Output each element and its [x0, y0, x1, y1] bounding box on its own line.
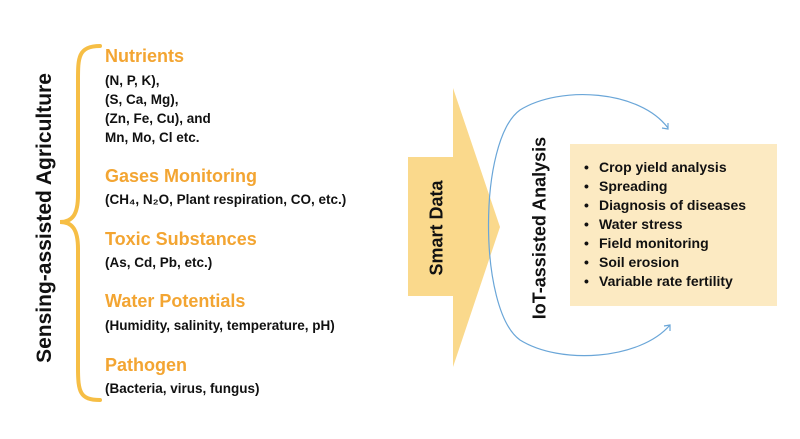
- category-heading-water: Water Potentials: [105, 291, 246, 311]
- arrowhead-bottom-icon: [663, 324, 671, 331]
- iot-analysis-title: IoT-assisted Analysis: [529, 136, 550, 320]
- category-detail: (As, Cd, Pb, etc.): [105, 255, 213, 270]
- analysis-list: • Crop yield analysis • Spreading • Diagnos…: [584, 158, 746, 291]
- bullet-icon: •: [584, 159, 589, 175]
- list-item-label: Field monitoring: [599, 235, 709, 251]
- list-item-label: Crop yield analysis: [599, 159, 727, 175]
- category-detail: (CH₄, N₂O, Plant respiration, CO, etc.): [105, 192, 347, 207]
- category-detail: (N, P, K),: [105, 73, 160, 88]
- list-item-label: Spreading: [599, 178, 668, 194]
- analysis-box: • Crop yield analysis • Spreading • Diagnos…: [570, 144, 777, 306]
- category-heading-gases: Gases Monitoring: [105, 166, 258, 186]
- bullet-icon: •: [584, 216, 589, 232]
- list-item: • Water stress: [584, 215, 746, 234]
- list-item-label: Water stress: [599, 216, 683, 232]
- category-detail: (Humidity, salinity, temperature, pH): [105, 318, 335, 333]
- list-item-label: Variable rate fertility: [599, 273, 733, 289]
- list-item: • Spreading: [584, 177, 746, 196]
- bullet-icon: •: [584, 197, 589, 213]
- category-heading-nutrients: Nutrients: [105, 46, 185, 66]
- list-item: • Diagnosis of diseases: [584, 196, 746, 215]
- category-detail: Mn, Mo, Cl etc.: [105, 130, 200, 145]
- bullet-icon: •: [584, 235, 589, 251]
- category-heading-toxic: Toxic Substances: [105, 229, 257, 249]
- category-detail: (S, Ca, Mg),: [105, 92, 179, 107]
- category-heading-pathogen: Pathogen: [105, 355, 188, 375]
- analysis-curve: [488, 94, 671, 357]
- arrowhead-top-icon: [661, 123, 669, 130]
- curly-brace: [59, 44, 102, 402]
- smart-data-arrow: [408, 88, 500, 367]
- smart-data-label: Smart Data: [426, 180, 447, 276]
- bullet-icon: •: [584, 254, 589, 270]
- list-item: • Soil erosion: [584, 253, 746, 272]
- list-item: • Field monitoring: [584, 234, 746, 253]
- list-item-label: Diagnosis of diseases: [599, 197, 747, 213]
- category-detail: (Zn, Fe, Cu), and: [105, 111, 211, 126]
- category-detail: (Bacteria, virus, fungus): [105, 381, 260, 396]
- list-item-label: Soil erosion: [599, 254, 680, 270]
- bullet-icon: •: [584, 273, 589, 289]
- list-item: • Crop yield analysis: [584, 158, 746, 177]
- list-item: • Variable rate fertility: [584, 272, 746, 291]
- sensing-title: Sensing-assisted Agriculture: [33, 73, 56, 363]
- bullet-icon: •: [584, 178, 589, 194]
